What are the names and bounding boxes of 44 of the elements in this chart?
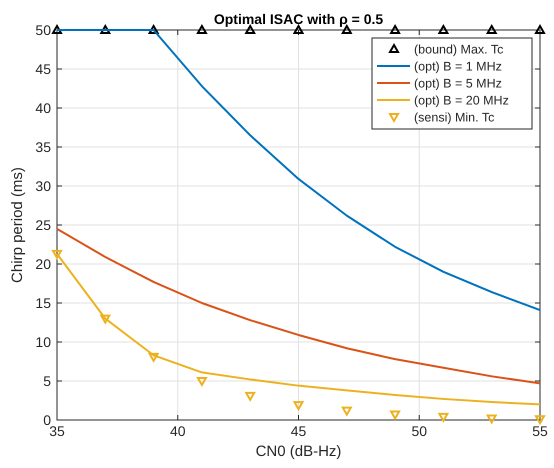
point [52,250,62,259]
x-tick-label: 55 [532,423,548,439]
point [535,415,545,424]
point [294,25,304,34]
y-tick-label: 0 [43,412,52,428]
point [148,25,159,34]
y-axis-title: Chirp period (ms) [9,167,26,283]
point [390,25,400,34]
point [148,352,159,362]
chart-title: Optimal ISAC with ρ = 0.5 [214,11,384,27]
y-tick-label: 10 [35,334,52,350]
point [438,25,448,34]
point [342,406,352,416]
y-tick-label: 20 [35,256,52,272]
point [196,25,207,34]
x-tick-label: 50 [411,423,428,439]
y-tick-label: 30 [35,178,52,194]
point [100,314,110,324]
x-tick-label: 45 [290,423,306,439]
point [100,25,110,34]
point [245,392,256,401]
legend-label: (bound) Max. Tc [414,42,504,56]
y-tick-label: 5 [43,373,52,389]
point [486,25,497,34]
point [294,401,304,410]
y-tick-label: 25 [35,217,52,233]
y-tick-label: 15 [35,295,52,311]
point [486,414,497,424]
y-tick-label: 45 [35,61,52,77]
legend-label: (sensi) Min. Tc [414,110,494,124]
line-series [56,228,541,384]
y-tick-label: 35 [35,139,52,155]
point [535,25,545,34]
point [390,410,400,420]
x-tick-label: 40 [170,423,186,439]
y-tick-label: 40 [35,100,52,116]
point [438,412,448,422]
x-axis-title: CN0 (dB-Hz) [256,443,342,460]
legend-label: (opt) B = 1 MHz [414,60,502,74]
legend-label: (opt) B = 20 MHz [414,94,509,108]
point [52,25,62,34]
legend-label: (opt) B = 5 MHz [414,76,502,90]
point [196,377,207,386]
y-tick-label: 50 [35,22,52,38]
